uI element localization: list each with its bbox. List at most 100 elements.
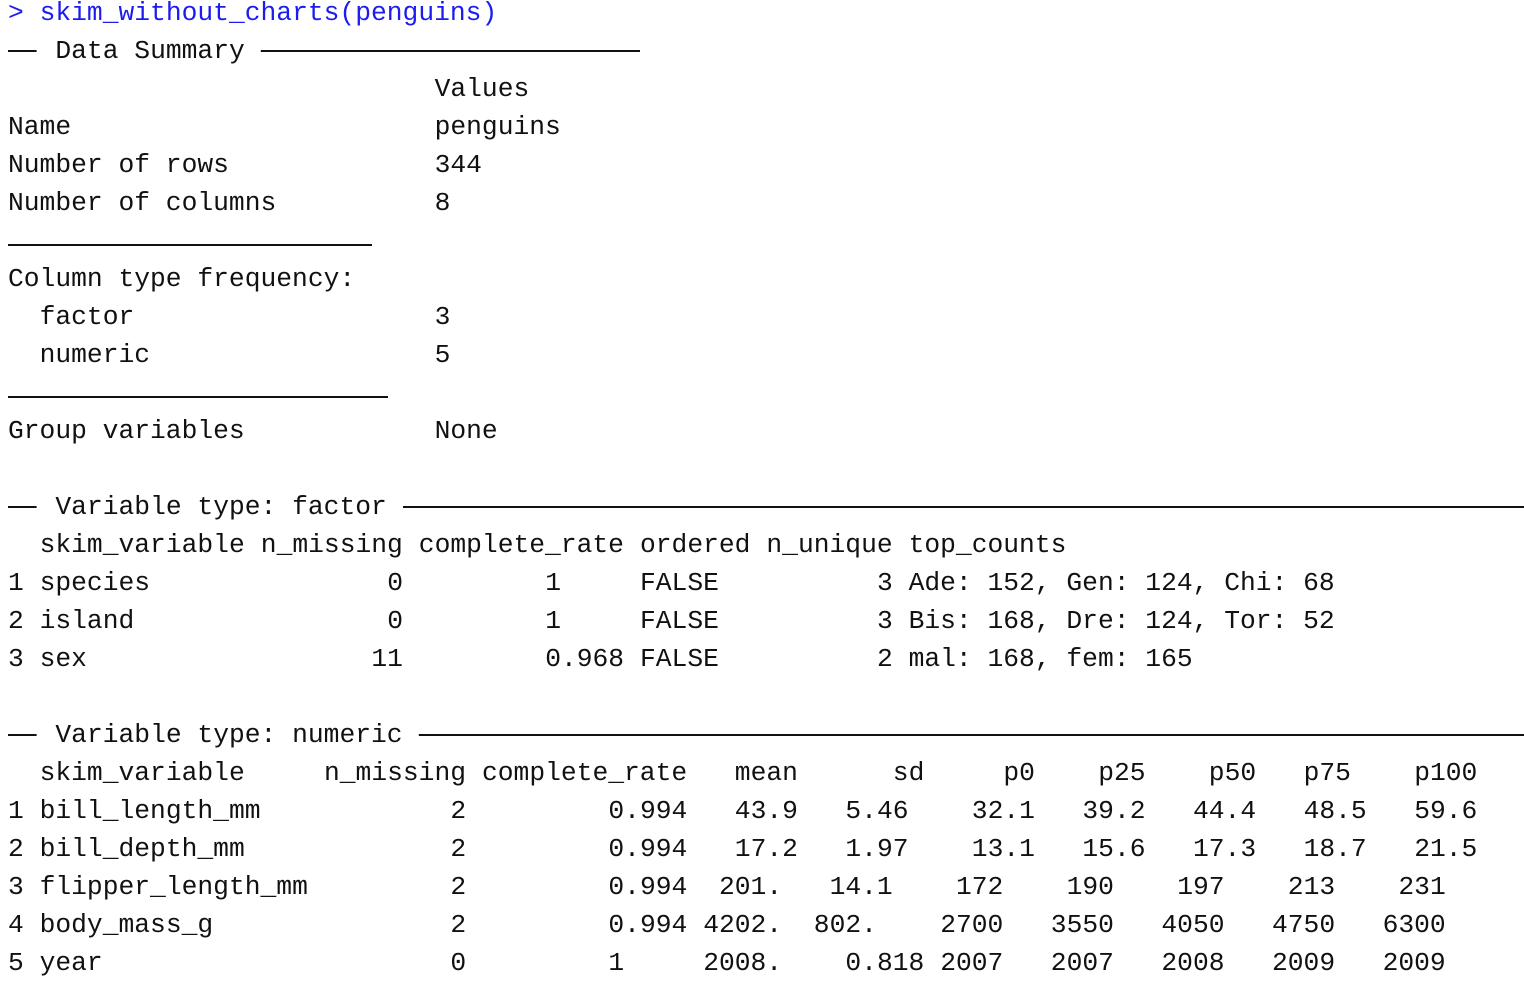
table-cell: 43.9 — [735, 796, 798, 826]
table-cell: 21.5 — [1414, 834, 1477, 864]
column-header: n_unique — [766, 530, 892, 560]
column-header: n_missing — [261, 530, 403, 560]
table-cell: 802. — [814, 910, 877, 940]
frequency-value: 3 — [435, 302, 451, 332]
table-cell: 4 — [8, 910, 24, 940]
summary-value: 344 — [435, 150, 482, 180]
table-cell: 2 — [8, 606, 24, 636]
table-cell: 11 — [371, 644, 403, 674]
table-cell: 2 — [450, 834, 466, 864]
table-cell: 0.994 — [608, 834, 687, 864]
table-cell: 32.1 — [972, 796, 1035, 826]
table-cell: Ade: 152, Gen: 124, Chi: 68 — [909, 568, 1335, 598]
table-cell: 2 — [450, 796, 466, 826]
column-header: p75 — [1304, 758, 1351, 788]
table-cell: island — [40, 606, 135, 636]
table-cell: 3 — [877, 606, 893, 636]
table-cell: 14.1 — [830, 872, 893, 902]
prompt: > — [8, 0, 24, 28]
table-cell: 2009 — [1272, 948, 1335, 978]
table-cell: 1.97 — [845, 834, 908, 864]
table-cell: 2 — [450, 872, 466, 902]
table-cell: FALSE — [640, 568, 719, 598]
table-cell: bill_depth_mm — [40, 834, 245, 864]
section-title: Data Summary — [55, 36, 244, 66]
table-cell: 0.994 — [608, 910, 687, 940]
table-cell: 6300 — [1383, 910, 1446, 940]
table-cell: 0.994 — [608, 872, 687, 902]
column-header: complete_rate — [419, 530, 624, 560]
table-cell: 2007 — [940, 948, 1003, 978]
table-cell: 2008. — [703, 948, 782, 978]
table-cell: 3 — [8, 644, 24, 674]
table-cell: 1 — [8, 796, 24, 826]
table-cell: 2009 — [1383, 948, 1446, 978]
table-cell: mal: 168, fem: 165 — [909, 644, 1193, 674]
section-title: Variable type: factor — [55, 492, 386, 522]
table-cell: 17.3 — [1193, 834, 1256, 864]
table-cell: 1 — [8, 568, 24, 598]
table-cell: 18.7 — [1304, 834, 1367, 864]
frequency-label: factor — [40, 302, 135, 332]
command: skim_without_charts(penguins) — [40, 0, 498, 28]
column-header: top_counts — [909, 530, 1067, 560]
table-cell: 1 — [545, 606, 561, 636]
summary-label: Number of rows — [8, 150, 229, 180]
table-cell: 2 — [877, 644, 893, 674]
table-cell: 0 — [387, 568, 403, 598]
table-cell: 5 — [8, 948, 24, 978]
table-cell: Bis: 168, Dre: 124, Tor: 52 — [909, 606, 1335, 636]
section-title: Variable type: numeric — [55, 720, 402, 750]
table-cell: 2 — [450, 910, 466, 940]
column-header: p25 — [1098, 758, 1145, 788]
table-cell: 59.6 — [1414, 796, 1477, 826]
table-cell: 172 — [956, 872, 1003, 902]
column-header: mean — [735, 758, 798, 788]
table-cell: 190 — [1067, 872, 1114, 902]
table-cell: 3 — [8, 872, 24, 902]
table-cell: 0.818 — [845, 948, 924, 978]
column-header: skim_variable — [40, 758, 245, 788]
table-cell: 2007 — [1051, 948, 1114, 978]
table-cell: bill_length_mm — [40, 796, 261, 826]
summary-value: 8 — [435, 188, 451, 218]
column-header: sd — [893, 758, 925, 788]
frequency-value: 5 — [435, 340, 451, 370]
table-cell: 0.994 — [608, 796, 687, 826]
table-cell: 0.968 — [545, 644, 624, 674]
table-cell: 5.46 — [845, 796, 908, 826]
table-cell: 0 — [387, 606, 403, 636]
column-header: complete_rate — [482, 758, 687, 788]
table-cell: 1 — [608, 948, 624, 978]
table-cell: 13.1 — [972, 834, 1035, 864]
group-value: None — [435, 416, 498, 446]
table-cell: 197 — [1177, 872, 1224, 902]
table-cell: year — [40, 948, 103, 978]
table-cell: 44.4 — [1193, 796, 1256, 826]
column-header: p100 — [1414, 758, 1477, 788]
table-cell: 2700 — [940, 910, 1003, 940]
frequency-label: numeric — [40, 340, 150, 370]
table-cell: 15.6 — [1082, 834, 1145, 864]
table-cell: 2008 — [1161, 948, 1224, 978]
frequency-title: Column type frequency: — [8, 264, 355, 294]
summary-value: penguins — [435, 112, 561, 142]
table-cell: 3 — [877, 568, 893, 598]
table-cell: 4050 — [1161, 910, 1224, 940]
table-cell: FALSE — [640, 644, 719, 674]
column-header: p0 — [1003, 758, 1035, 788]
summary-label: Number of columns — [8, 188, 276, 218]
table-cell: flipper_length_mm — [40, 872, 308, 902]
table-cell: 39.2 — [1082, 796, 1145, 826]
table-cell: 0 — [450, 948, 466, 978]
column-header: p50 — [1209, 758, 1256, 788]
column-header: skim_variable — [40, 530, 245, 560]
table-cell: 3550 — [1051, 910, 1114, 940]
table-cell: FALSE — [640, 606, 719, 636]
values-header: Values — [435, 74, 530, 104]
table-cell: body_mass_g — [40, 910, 214, 940]
table-cell: 201. — [719, 872, 782, 902]
table-cell: 231 — [1398, 872, 1445, 902]
